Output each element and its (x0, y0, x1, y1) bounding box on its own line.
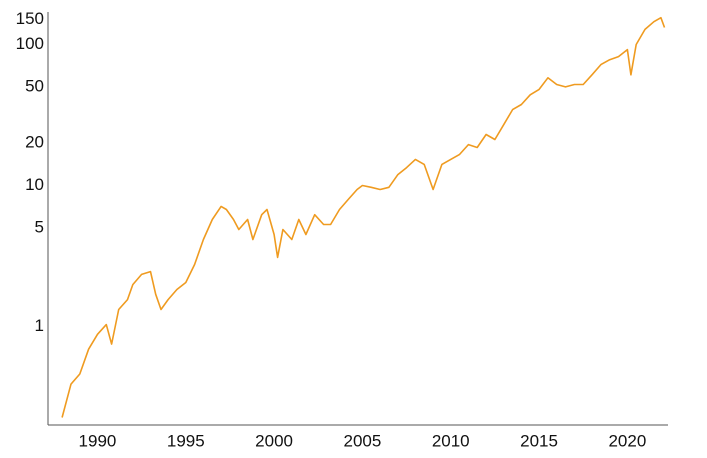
y-tick-label: 20 (25, 133, 44, 152)
x-tick-label: 2015 (520, 431, 558, 450)
y-tick-label: 10 (25, 175, 44, 194)
x-tick-label: 1990 (79, 431, 117, 450)
x-tick-label: 2000 (255, 431, 293, 450)
y-tick-label: 50 (25, 76, 44, 95)
data-line (61, 16, 666, 418)
x-tick-label: 2020 (608, 431, 646, 450)
y-tick-label: 1 (35, 316, 44, 335)
y-tick-label: 5 (35, 217, 44, 236)
y-tick-label: 100 (16, 34, 44, 53)
x-tick-label: 1995 (167, 431, 205, 450)
y-tick-label: 150 (16, 9, 44, 28)
x-tick-label: 2010 (432, 431, 470, 450)
x-tick-label: 2005 (344, 431, 382, 450)
